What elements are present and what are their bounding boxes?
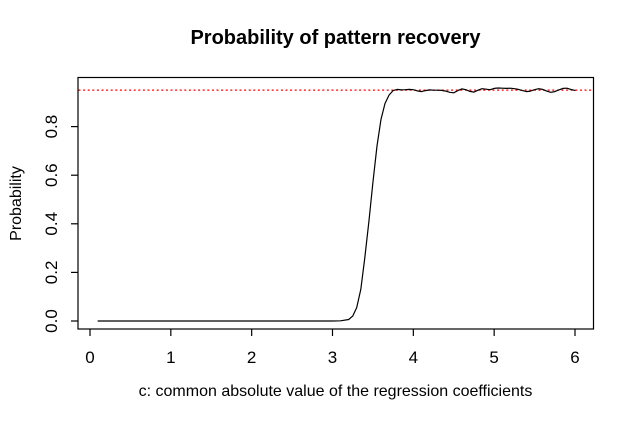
x-tick-label: 1: [166, 348, 175, 367]
y-axis-label: Probability: [8, 166, 25, 241]
y-tick-label: 0.6: [42, 163, 61, 187]
y-axis: 0.0 0.2 0.4 0.6 0.8: [42, 115, 78, 333]
chart-title: Probability of pattern recovery: [190, 27, 481, 49]
x-tick-label: 5: [489, 348, 498, 367]
y-tick-label: 0.0: [42, 309, 61, 333]
y-tick-label: 0.2: [42, 261, 61, 285]
x-tick-label: 4: [409, 348, 418, 367]
x-axis: 0 1 2 3 4 5 6: [85, 329, 580, 367]
x-axis-label: c: common absolute value of the regressi…: [139, 383, 533, 400]
y-tick-label: 0.4: [42, 212, 61, 236]
x-tick-label: 6: [570, 348, 579, 367]
probability-curve: [97, 87, 576, 322]
x-tick-label: 0: [85, 348, 94, 367]
x-tick-label: 3: [328, 348, 337, 367]
plot-border: [77, 76, 595, 330]
y-tick-label: 0.8: [42, 115, 61, 139]
x-tick-label: 2: [247, 348, 256, 367]
